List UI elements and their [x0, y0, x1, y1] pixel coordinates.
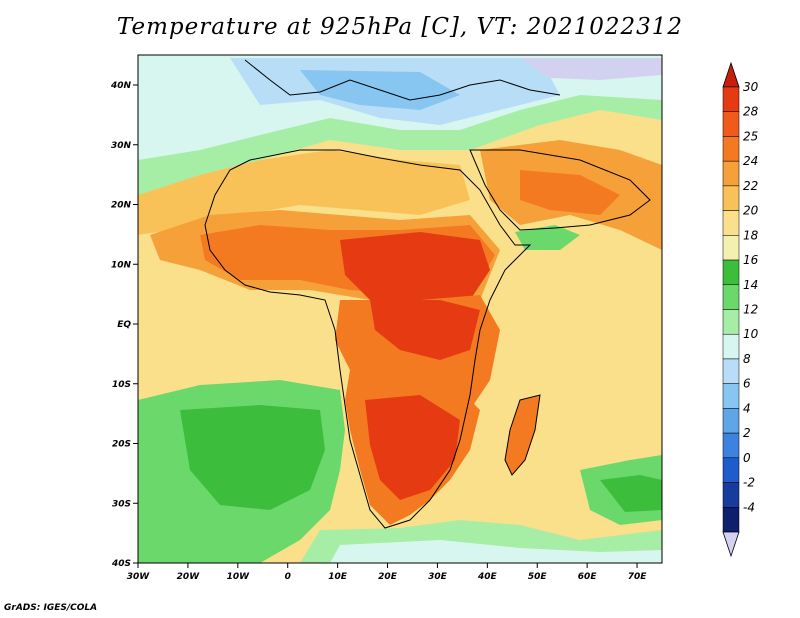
colorbar-label: 6: [743, 377, 751, 391]
lon-tick-label: 30E: [428, 572, 448, 582]
lat-tick-label: 10N: [111, 260, 132, 270]
grads-credit: GrADS: IGES/COLA: [4, 603, 98, 613]
colorbar-label: 4: [743, 401, 751, 415]
colorbar-swatch: [722, 210, 740, 236]
colorbar-swatch: [722, 507, 740, 533]
colorbar-label: 25: [743, 129, 758, 143]
colorbar-swatch: [722, 408, 740, 434]
lat-tick-label: EQ: [117, 320, 131, 330]
lat-tick-label: 20S: [112, 440, 131, 450]
map-title: Temperature at 925hPa [C], VT: 202102231…: [116, 14, 684, 40]
colorbar-label: 8: [743, 352, 751, 366]
colorbar-label: 14: [743, 278, 758, 292]
lat-tick-label: 30S: [112, 499, 131, 509]
colorbar-label: -4: [743, 500, 755, 514]
colorbar-swatch: [722, 86, 740, 112]
colorbar-swatch: [722, 284, 740, 310]
lon-tick-label: 70E: [628, 572, 648, 582]
map-frame: [137, 54, 663, 564]
lon-tick-label: 40E: [477, 572, 498, 582]
lon-tick-label: 0: [285, 572, 291, 582]
lat-tick-label: 10S: [112, 380, 131, 390]
colorbar-label: 20: [743, 204, 759, 218]
colorbar-top-arrow: [722, 61, 740, 88]
lat-tick-label: 20N: [111, 201, 132, 211]
colorbar-label: 28: [743, 105, 759, 119]
colorbar-label: 12: [743, 303, 758, 317]
colorbar-swatch: [722, 482, 740, 508]
colorbar-label: 0: [743, 451, 751, 465]
colorbar-label: 10: [743, 327, 759, 341]
colorbar-label: 30: [743, 80, 759, 94]
colorbar-bottom-arrow: [722, 531, 740, 558]
lon-tick-label: 50E: [528, 572, 548, 582]
colorbar-swatch: [722, 160, 740, 187]
colorbar-label: -2: [743, 476, 755, 490]
colorbar-swatch: [722, 457, 740, 483]
colorbar-label: 2: [743, 426, 751, 440]
colorbar-swatch: [722, 136, 740, 162]
colorbar-swatch: [722, 383, 740, 409]
lat-tick-label: 30N: [111, 141, 132, 151]
arabia-coastline: [469, 149, 651, 231]
colorbar-label: 16: [743, 253, 759, 267]
temperature-field: [138, 55, 662, 563]
longitude-axis: 30W 20W 10W 0 10E 20E 30E 40E 50E 60E 70E: [127, 563, 647, 582]
africa-coastline: [204, 149, 532, 529]
colorbar-label: 22: [743, 179, 758, 193]
lon-tick-label: 20E: [378, 572, 398, 582]
colorbar-swatch: [722, 358, 740, 384]
colorbar-label: 18: [743, 228, 759, 242]
lon-tick-label: 10E: [328, 572, 348, 582]
lat-tick-label: 40S: [111, 559, 131, 569]
lon-tick-label: 10W: [227, 572, 251, 582]
colorbar-swatch: [722, 259, 740, 286]
colorbar-swatch: [722, 111, 740, 137]
colorbar-swatch: [722, 432, 740, 459]
colorbar-swatch: [722, 309, 740, 335]
lat-tick-label: 40N: [110, 81, 132, 91]
lon-tick-label: 30W: [127, 572, 151, 582]
colorbar-swatch: [722, 235, 740, 261]
colorbar-swatch: [722, 333, 740, 360]
madagascar-coastline: [504, 394, 541, 476]
latitude-axis: 40N 30N 20N 10N EQ 10S 20S 30S 40S: [110, 81, 138, 569]
europe-coastline: [244, 59, 561, 101]
colorbar-swatch: [722, 185, 740, 211]
lon-tick-label: 60E: [578, 572, 598, 582]
colorbar-label: 24: [743, 154, 758, 168]
lon-tick-label: 20W: [177, 572, 201, 582]
